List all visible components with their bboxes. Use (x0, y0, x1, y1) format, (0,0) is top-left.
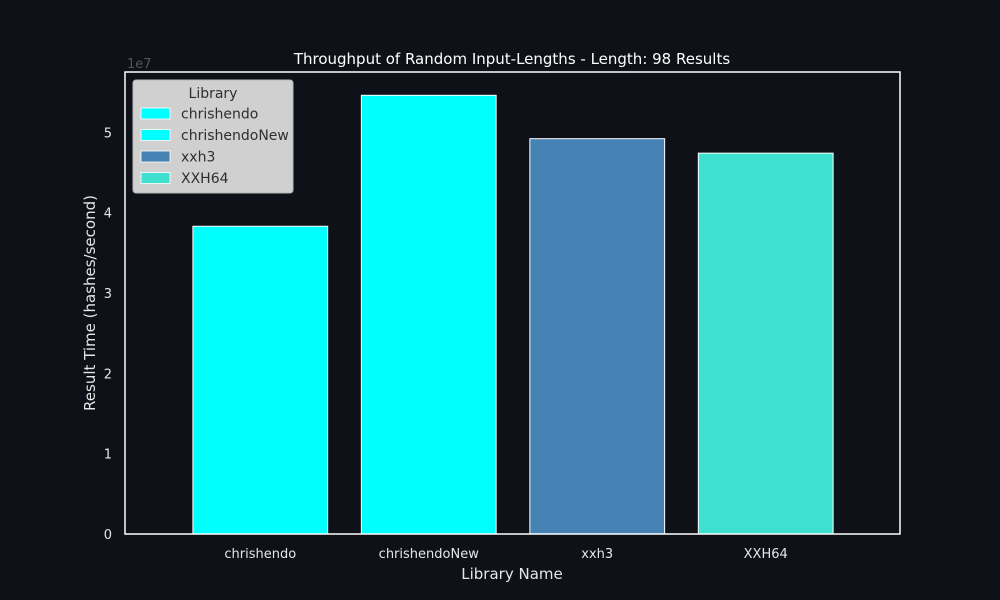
legend-title: Library (189, 86, 238, 102)
legend-swatch (140, 150, 171, 163)
legend-label: chrishendo (181, 107, 258, 123)
y-tick-label: 5 (104, 126, 112, 141)
x-tick-label: chrishendo (224, 547, 296, 562)
chart-title: Throughput of Random Input-Lengths - Len… (293, 50, 731, 68)
bar-chrishendonew (360, 94, 497, 535)
legend-entries: chrishendo chrishendoNew xxh3 XXH64 (140, 107, 289, 187)
y-tick-label: 3 (104, 287, 112, 302)
y-tick-label: 1 (104, 448, 112, 463)
x-axis-label: Library Name (461, 565, 562, 583)
y-axis-ticks: 0 1 2 3 4 5 (104, 126, 112, 543)
y-axis-label: Result Time (hashes/second) (81, 195, 99, 411)
bars-layer (192, 94, 834, 535)
legend-swatch (140, 172, 171, 184)
y-axis-offset-label: 1e7 (127, 57, 152, 72)
y-tick-label: 2 (104, 367, 112, 382)
y-tick-label: 0 (104, 528, 112, 543)
y-tick-label: 4 (104, 207, 112, 222)
legend-swatch (140, 107, 171, 120)
legend-box (132, 79, 294, 194)
legend-swatch (140, 129, 171, 141)
legend-label: XXH64 (181, 171, 229, 187)
bar-xxh64 (697, 152, 834, 535)
legend: Library chrishendo chrishendoNew xxh3 XXH64 (132, 79, 294, 194)
bar-xxh3 (529, 138, 666, 535)
x-tick-label: XXH64 (744, 547, 788, 562)
plot-area-frame (124, 71, 901, 535)
legend-label: chrishendoNew (181, 128, 289, 144)
bar-chrishendo (192, 225, 329, 535)
legend-label: xxh3 (181, 150, 215, 166)
x-tick-label: chrishendoNew (379, 547, 480, 562)
x-axis-ticks: chrishendo chrishendoNew xxh3 XXH64 (224, 547, 787, 562)
x-tick-label: xxh3 (581, 547, 613, 562)
